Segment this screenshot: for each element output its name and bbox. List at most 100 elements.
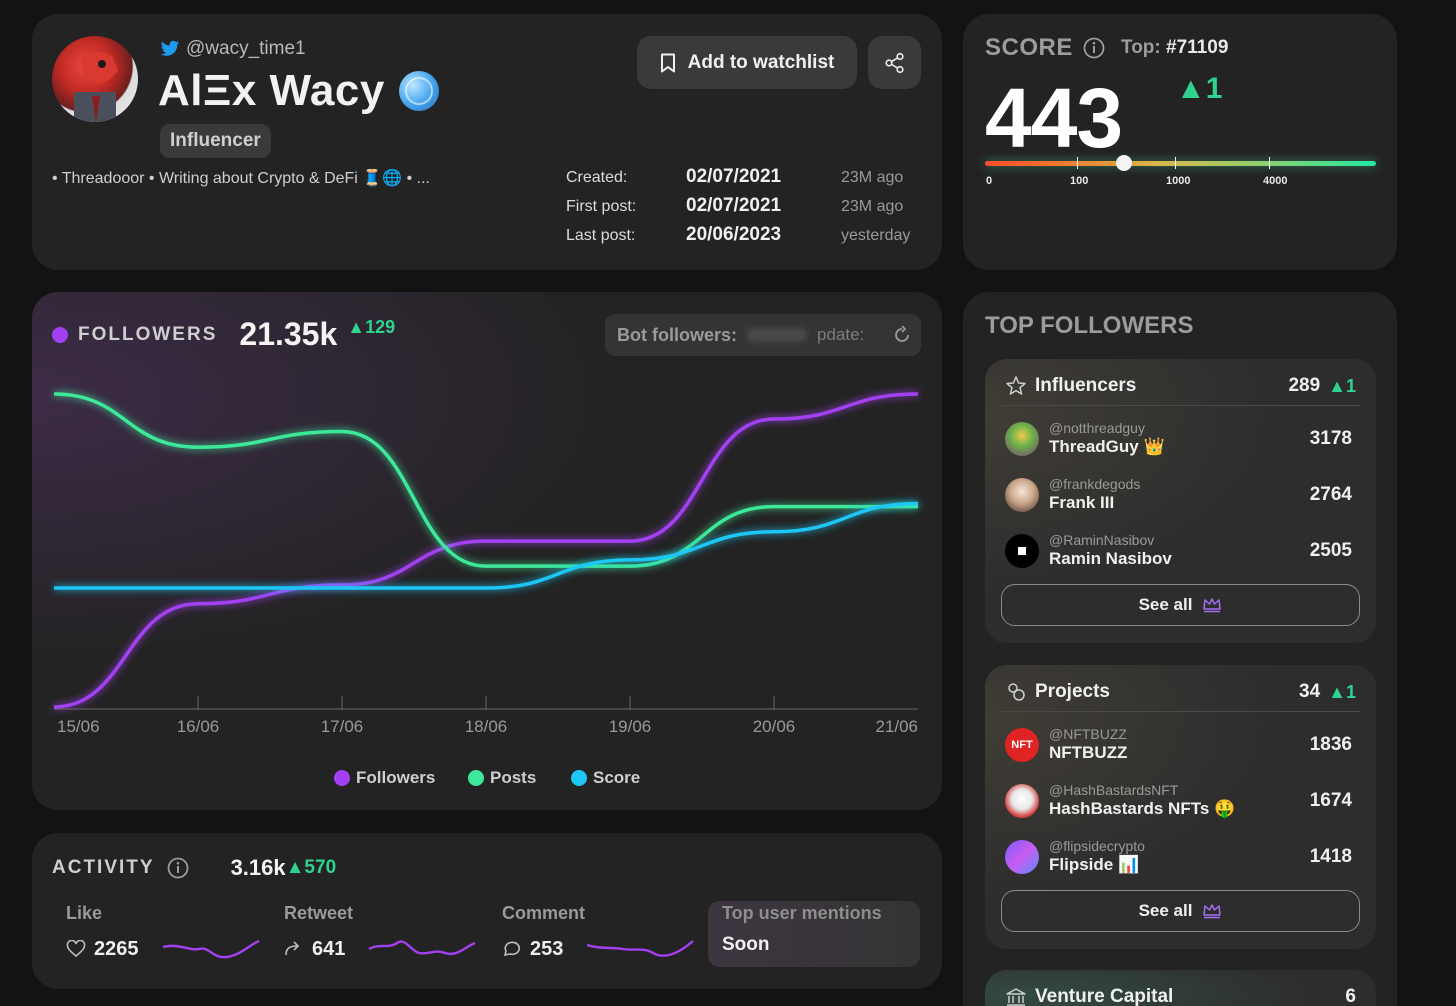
share-button[interactable] xyxy=(868,36,921,89)
add-to-watchlist-button[interactable]: Add to watchlist xyxy=(637,36,857,89)
top-followers-card: TOP FOLLOWERS Influencers 289 ▲1 @notthr… xyxy=(963,292,1397,1006)
top-rank-label: Top: xyxy=(1121,37,1161,58)
follower-handle: @HashBastardsNFT xyxy=(1049,782,1179,798)
crown-icon xyxy=(1203,598,1222,613)
legend-followers[interactable]: Followers xyxy=(334,768,435,788)
see-all-label: See all xyxy=(1138,595,1193,614)
x-tick-label: 17/06 xyxy=(321,717,364,736)
see-all-influencers-button[interactable]: See all xyxy=(1001,584,1360,626)
follower-row[interactable]: @frankdegods Frank III 2764 xyxy=(1005,473,1352,517)
activity-header: ACTIVITY 3.16k ▲570 xyxy=(52,855,336,881)
follower-score: 2764 xyxy=(1309,484,1352,505)
group-divider xyxy=(1001,711,1360,712)
x-tick-label: 15/06 xyxy=(57,717,100,736)
bank-icon xyxy=(1006,988,1026,1006)
follower-avatar xyxy=(1005,840,1039,874)
x-tick-label: 18/06 xyxy=(465,717,508,736)
follower-text: @flipsidecrypto Flipside 📊 xyxy=(1049,838,1304,876)
comment-metric: 253 xyxy=(502,937,695,961)
follower-name: ThreadGuy 👑 xyxy=(1049,437,1165,456)
scale-tick xyxy=(1175,157,1176,169)
score-card: SCORE Top: #71109 443 ▲1 0 100 1000 4000 xyxy=(963,14,1397,270)
legend-dot xyxy=(571,770,587,786)
followers-header: FOLLOWERS 21.35k ▲129 xyxy=(52,316,395,353)
legend-label: Score xyxy=(593,768,641,787)
profile-avatar xyxy=(52,36,138,122)
follower-handle: @RaminNasibov xyxy=(1049,532,1155,548)
group-divider xyxy=(1001,405,1360,406)
crown-icon xyxy=(1203,904,1222,919)
profile-handle[interactable]: @wacy_time1 xyxy=(186,38,306,59)
info-icon[interactable] xyxy=(1083,37,1105,59)
follower-text: @RaminNasibov Ramin Nasibov xyxy=(1049,532,1304,570)
follower-handle: @NFTBUZZ xyxy=(1049,726,1127,742)
follower-score: 1836 xyxy=(1309,734,1352,755)
follower-avatar xyxy=(1005,478,1039,512)
group-title: Influencers xyxy=(1035,375,1137,396)
x-tick-label: 20/06 xyxy=(753,717,796,736)
venture-capital-group: Venture Capital 6 xyxy=(985,970,1376,1006)
follower-avatar xyxy=(1005,534,1039,568)
followers-dot xyxy=(52,326,68,343)
globe-icon xyxy=(398,71,439,111)
see-all-projects-button[interactable]: See all xyxy=(1001,890,1360,932)
score-title-row: SCORE xyxy=(985,34,1105,62)
date-label: Created: xyxy=(566,169,628,186)
group-count: 289 xyxy=(1288,375,1321,396)
date-ago: yesterday xyxy=(841,227,911,244)
series-line-score xyxy=(54,501,919,590)
group-count: 6 xyxy=(1345,986,1356,1006)
bot-followers-box[interactable]: Bot followers: pdate: xyxy=(605,314,921,356)
legend-posts[interactable]: Posts xyxy=(468,768,536,788)
follower-row[interactable]: @notthreadguy ThreadGuy 👑 3178 xyxy=(1005,417,1352,461)
like-sparkline xyxy=(162,939,259,959)
share-icon xyxy=(884,52,904,73)
follower-row[interactable]: @HashBastardsNFT HashBastards NFTs 🤑 167… xyxy=(1005,779,1352,823)
follower-text: @frankdegods Frank III xyxy=(1049,476,1304,514)
profile-name: AlΞx Wacy xyxy=(158,66,385,115)
follower-avatar xyxy=(1005,784,1039,818)
handle-row: @wacy_time1 xyxy=(160,38,306,60)
group-header: Projects 34 ▲1 xyxy=(1005,681,1356,703)
refresh-icon[interactable] xyxy=(892,325,912,345)
group-title: Venture Capital xyxy=(1035,986,1174,1006)
like-metric: 2265 xyxy=(66,937,261,961)
followers-chart: 15/06 16/06 17/06 18/06 19/06 20/06 21/06 xyxy=(53,392,919,736)
twitter-bird-icon xyxy=(160,40,180,56)
see-all-label: See all xyxy=(1138,901,1193,920)
follower-row[interactable]: @RaminNasibov Ramin Nasibov 2505 xyxy=(1005,529,1352,573)
bot-followers-update: pdate: xyxy=(817,325,865,344)
follower-name: HashBastards NFTs 🤑 xyxy=(1049,799,1236,818)
follower-name: Frank III xyxy=(1049,493,1115,512)
top-followers-title: TOP FOLLOWERS xyxy=(985,312,1194,339)
scale-tick xyxy=(1269,157,1270,169)
x-tick-label: 16/06 xyxy=(177,717,220,736)
created-row: Created: 02/07/2021 23M ago xyxy=(566,166,910,195)
series-line-followers xyxy=(53,392,919,709)
follower-text: @notthreadguy ThreadGuy 👑 xyxy=(1049,420,1304,458)
score-title: SCORE xyxy=(985,34,1073,61)
profile-dates: Created: 02/07/2021 23M ago First post: … xyxy=(566,166,910,253)
follower-name: NFTBUZZ xyxy=(1049,743,1128,762)
follower-score: 3178 xyxy=(1309,428,1352,449)
follower-row[interactable]: NFT @NFTBUZZ NFTBUZZ 1836 xyxy=(1005,723,1352,767)
legend-score[interactable]: Score xyxy=(571,768,640,788)
retweet-title: Retweet xyxy=(284,903,354,923)
date-label: First post: xyxy=(566,198,637,215)
date-value: 02/07/2021 xyxy=(686,166,782,187)
group-title: Projects xyxy=(1035,681,1110,702)
influencers-group: Influencers 289 ▲1 @notthreadguy ThreadG… xyxy=(985,359,1376,643)
mentions-title: Top user mentions xyxy=(722,903,882,923)
top-rank-value: #71109 xyxy=(1166,37,1229,58)
legend-dot xyxy=(334,770,350,786)
follower-name: Ramin Nasibov xyxy=(1049,549,1172,568)
follower-text: @NFTBUZZ NFTBUZZ xyxy=(1049,726,1304,764)
follower-row[interactable]: @flipsidecrypto Flipside 📊 1418 xyxy=(1005,835,1352,879)
scale-label: 4000 xyxy=(1263,175,1288,187)
retweet-sparkline xyxy=(368,940,476,956)
scale-label: 0 xyxy=(986,175,993,187)
followers-delta: ▲129 xyxy=(347,317,396,337)
top-user-mentions-box: Top user mentions Soon xyxy=(708,901,920,967)
info-icon[interactable] xyxy=(167,857,189,879)
star-icon xyxy=(1006,376,1026,395)
